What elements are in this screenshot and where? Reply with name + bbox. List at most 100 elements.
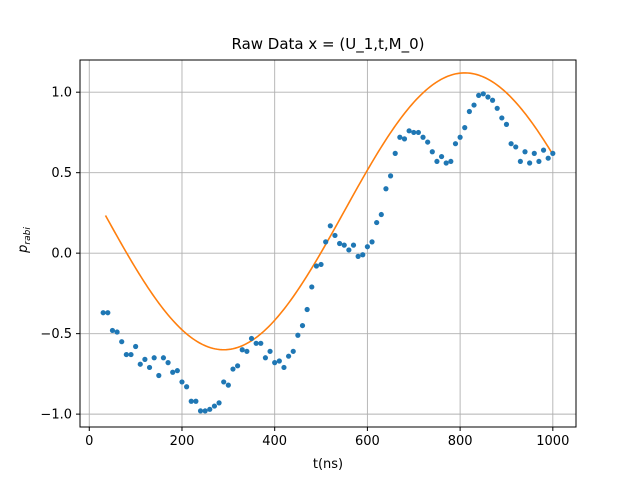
fit-curve-layer (104, 72, 554, 351)
data-point (318, 261, 324, 268)
data-point (262, 355, 269, 361)
data-point (494, 105, 500, 111)
data-point (313, 263, 320, 269)
data-point (513, 144, 519, 150)
data-point (452, 141, 459, 147)
data-point (434, 158, 440, 165)
data-point (290, 348, 296, 354)
data-point (411, 129, 417, 136)
data-point (119, 339, 125, 345)
x-tick-label: 400 (262, 434, 287, 449)
data-point (336, 240, 343, 247)
data-point (105, 310, 111, 316)
plot-frame (79, 59, 577, 428)
data-point (239, 347, 245, 353)
data-point (304, 306, 310, 313)
data-point (258, 340, 264, 346)
data-point (230, 366, 236, 372)
data-point (142, 356, 148, 362)
data-point (531, 150, 537, 156)
y-axis-label-main: p (16, 245, 31, 254)
data-point (378, 211, 384, 218)
data-point (285, 353, 292, 359)
data-point (462, 125, 468, 131)
data-point (207, 406, 213, 412)
data-point (374, 219, 380, 226)
data-point (211, 403, 218, 409)
data-point (235, 363, 241, 369)
data-point (392, 150, 398, 156)
data-point (323, 239, 329, 245)
data-point (151, 355, 157, 361)
data-point (499, 115, 505, 121)
data-point (267, 348, 273, 354)
data-point (281, 364, 287, 371)
data-point (341, 242, 347, 248)
data-point (369, 239, 375, 245)
data-point (184, 384, 190, 390)
data-point (174, 368, 180, 374)
data-point (332, 232, 338, 239)
data-points-layer (100, 91, 556, 414)
data-point (346, 247, 352, 253)
y-tick-label: −0.5 (40, 327, 72, 342)
data-point (244, 348, 250, 354)
data-point (137, 361, 143, 367)
y-tick-label: 0.0 (51, 247, 72, 262)
data-point (133, 343, 139, 350)
y-tick-label: −1.0 (40, 408, 72, 423)
data-point (128, 351, 134, 358)
x-tick-label: 1000 (536, 434, 569, 449)
data-point (216, 400, 222, 406)
data-point (156, 372, 162, 379)
data-point (466, 108, 472, 115)
data-point (221, 379, 227, 385)
data-point (415, 129, 421, 136)
data-point (406, 128, 412, 134)
data-point (202, 408, 208, 414)
chart-title: Raw Data x = (U_1,t,M_0) (231, 35, 424, 54)
data-point (179, 379, 185, 385)
x-tick-label: 0 (85, 434, 93, 449)
y-axis-label: prabi (16, 227, 33, 254)
fit-curve (104, 72, 554, 351)
data-point (545, 155, 551, 161)
y-tick-label: 1.0 (51, 86, 72, 101)
data-point (425, 139, 431, 145)
data-point (476, 92, 482, 99)
data-point (489, 97, 496, 103)
data-point (146, 364, 153, 371)
data-point (397, 134, 403, 140)
data-point (100, 310, 106, 316)
data-point (517, 158, 523, 165)
x-tick-label: 200 (170, 434, 195, 449)
data-point (536, 158, 542, 165)
data-point (248, 335, 255, 342)
data-point (188, 398, 194, 404)
x-axis-label: t(ns) (313, 457, 343, 472)
data-point (550, 150, 556, 156)
data-point (485, 94, 491, 100)
data-point (165, 360, 171, 366)
data-point (522, 149, 528, 155)
data-point (457, 134, 463, 140)
data-point (197, 408, 204, 414)
y-tick-labels: −1.0 −0.5 0.0 0.5 1.0 (40, 86, 72, 423)
tick-marks (76, 91, 554, 431)
data-point (503, 121, 510, 127)
data-point (540, 147, 547, 153)
data-point (438, 153, 445, 160)
data-point (299, 322, 306, 329)
data-point (160, 355, 167, 361)
data-point (443, 160, 449, 166)
data-point (170, 369, 176, 375)
x-tick-label: 600 (355, 434, 380, 449)
data-point (253, 340, 259, 346)
data-point (508, 141, 514, 147)
x-tick-labels: 0 200 400 600 800 1000 (85, 434, 569, 449)
data-point (383, 186, 389, 192)
data-point (109, 327, 116, 334)
data-point (309, 284, 315, 290)
grid-lines (80, 60, 576, 427)
data-point (471, 102, 477, 108)
